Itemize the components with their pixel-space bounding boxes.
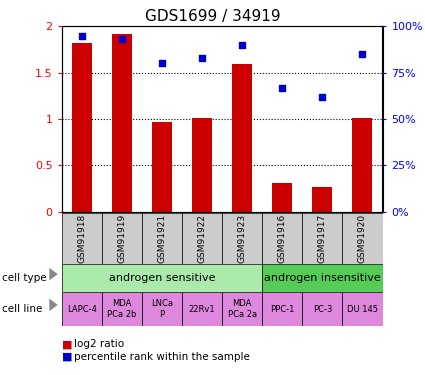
Bar	[182, 292, 222, 326]
Text: GSM91918: GSM91918	[77, 214, 86, 263]
Point	[319, 94, 326, 100]
Text: GSM91916: GSM91916	[278, 214, 287, 263]
Point	[159, 60, 165, 66]
Bar	[182, 213, 222, 264]
Bar	[142, 213, 182, 264]
Bar	[72, 43, 92, 212]
Bar	[152, 122, 172, 212]
Text: percentile rank within the sample: percentile rank within the sample	[74, 352, 250, 362]
Text: androgen insensitive: androgen insensitive	[264, 273, 381, 283]
Point	[359, 51, 366, 57]
Text: LNCa
P: LNCa P	[151, 299, 173, 319]
Point	[78, 33, 85, 39]
Text: cell type: cell type	[2, 273, 47, 283]
Text: DU 145: DU 145	[347, 304, 378, 313]
Bar	[62, 292, 102, 326]
Bar	[312, 187, 332, 212]
Point	[198, 55, 205, 61]
Text: GSM91920: GSM91920	[358, 214, 367, 263]
Text: PC-3: PC-3	[313, 304, 332, 313]
Text: cell line: cell line	[2, 304, 42, 314]
Bar	[343, 292, 382, 326]
Text: PPC-1: PPC-1	[270, 304, 295, 313]
Bar	[352, 118, 372, 212]
Text: MDA
PCa 2b: MDA PCa 2b	[107, 299, 136, 319]
Bar	[343, 213, 382, 264]
Text: 22Rv1: 22Rv1	[189, 304, 215, 313]
Bar	[112, 34, 132, 212]
Text: GDS1699 / 34919: GDS1699 / 34919	[144, 9, 280, 24]
Bar	[62, 264, 262, 292]
Point	[239, 42, 246, 48]
Text: log2 ratio: log2 ratio	[74, 339, 125, 349]
Bar	[262, 264, 382, 292]
Bar	[262, 292, 302, 326]
Text: ■: ■	[62, 339, 72, 349]
Bar	[222, 292, 262, 326]
Polygon shape	[49, 268, 58, 280]
Text: androgen sensitive: androgen sensitive	[109, 273, 215, 283]
Text: GSM91923: GSM91923	[238, 214, 246, 263]
Bar	[102, 292, 142, 326]
Bar	[192, 118, 212, 212]
Bar	[302, 292, 343, 326]
Text: GSM91917: GSM91917	[318, 214, 327, 263]
Bar	[142, 292, 182, 326]
Text: MDA
PCa 2a: MDA PCa 2a	[227, 299, 257, 319]
Text: LAPC-4: LAPC-4	[67, 304, 96, 313]
Text: ■: ■	[62, 352, 72, 362]
Bar	[102, 213, 142, 264]
Text: GSM91919: GSM91919	[117, 214, 126, 263]
Bar	[272, 183, 292, 212]
Bar	[222, 213, 262, 264]
Point	[119, 36, 125, 42]
Bar	[62, 213, 102, 264]
Bar	[232, 64, 252, 212]
Point	[279, 84, 286, 90]
Text: GSM91922: GSM91922	[198, 214, 207, 263]
Bar	[302, 213, 343, 264]
Text: GSM91921: GSM91921	[157, 214, 167, 263]
Polygon shape	[49, 298, 58, 311]
Bar	[262, 213, 302, 264]
